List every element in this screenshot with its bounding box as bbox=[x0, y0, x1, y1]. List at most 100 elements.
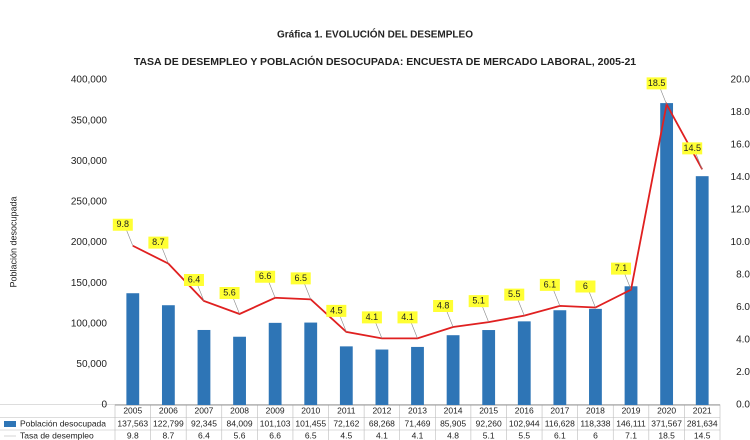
x-tick-label: 2019 bbox=[622, 405, 641, 415]
legend-label: Tasa de desempleo bbox=[20, 430, 94, 440]
data-label: 6.5 bbox=[294, 273, 307, 283]
bar bbox=[589, 308, 602, 405]
table-cell: 118,338 bbox=[580, 418, 610, 428]
x-tick-label: 2020 bbox=[657, 405, 676, 415]
table-cell: 4.1 bbox=[376, 430, 388, 440]
data-label: 7.1 bbox=[615, 263, 628, 273]
table-cell: 146,111 bbox=[616, 418, 646, 428]
y2-tick-label: 20.0 bbox=[731, 75, 750, 86]
y-tick-label: 50,000 bbox=[76, 359, 107, 370]
table-cell: 72,162 bbox=[333, 418, 359, 428]
table-cell: 122,799 bbox=[153, 418, 184, 428]
x-tick-label: 2016 bbox=[515, 405, 534, 415]
x-tick-label: 2014 bbox=[444, 405, 463, 415]
data-label: 4.1 bbox=[366, 312, 379, 322]
data-label: 9.8 bbox=[117, 219, 130, 229]
x-tick-label: 2012 bbox=[372, 405, 391, 415]
y-tick-label: 400,000 bbox=[71, 75, 108, 86]
table-cell: 101,103 bbox=[260, 418, 291, 428]
table-cell: 5.5 bbox=[518, 430, 530, 440]
y-tick-label: 250,000 bbox=[71, 197, 108, 208]
label-box bbox=[112, 218, 133, 231]
table-cell: 71,469 bbox=[405, 418, 431, 428]
label-box bbox=[326, 304, 347, 317]
table-cell: 9.8 bbox=[127, 430, 139, 440]
data-label: 6.6 bbox=[259, 271, 272, 281]
bar bbox=[268, 322, 282, 405]
chart-title: TASA DE DESEMPLEO Y POBLACIÓN DESOCUPADA… bbox=[134, 55, 636, 68]
x-tick-label: 2009 bbox=[266, 405, 285, 415]
y-tick-label: 0 bbox=[101, 400, 107, 411]
label-box bbox=[468, 295, 489, 308]
data-label: 4.5 bbox=[330, 305, 343, 315]
bar bbox=[233, 336, 246, 405]
label-box bbox=[219, 287, 240, 299]
bar bbox=[339, 346, 353, 405]
bar bbox=[446, 335, 460, 405]
data-label: 4.8 bbox=[437, 300, 450, 310]
table-cell: 4.5 bbox=[340, 430, 352, 440]
y2-tick-label: 14.0 bbox=[731, 172, 750, 183]
data-label: 18.5 bbox=[648, 78, 666, 88]
bar bbox=[517, 321, 531, 405]
table-cell: 8.7 bbox=[162, 430, 174, 440]
table-cell: 5.6 bbox=[234, 430, 246, 440]
data-label: 6.1 bbox=[544, 279, 557, 289]
label-box bbox=[290, 272, 311, 285]
label-box bbox=[397, 311, 418, 324]
table-cell: 6.5 bbox=[305, 430, 317, 440]
bar bbox=[126, 293, 140, 405]
table-cell: 281,634 bbox=[687, 418, 718, 428]
y2-tick-label: 8.0 bbox=[736, 270, 750, 281]
table-cell: 102,944 bbox=[509, 418, 540, 428]
data-table: 2005 2006 2007 2008 2009 2010 2011 2012 2013 2014… bbox=[0, 404, 721, 440]
table-cell: 4.1 bbox=[412, 430, 424, 440]
bar bbox=[695, 176, 709, 405]
table-cell: 5.1 bbox=[483, 430, 495, 440]
y2-tick-label: 12.0 bbox=[731, 205, 750, 216]
data-label: 6.4 bbox=[188, 274, 201, 284]
table-cell: 14.5 bbox=[694, 430, 711, 440]
bar bbox=[197, 329, 211, 405]
line bbox=[132, 101, 703, 340]
x-tick-label: 2005 bbox=[123, 405, 142, 415]
x-tick-label: 2011 bbox=[337, 405, 356, 415]
data-label: 5.5 bbox=[508, 289, 521, 299]
y2-tick-label: 18.0 bbox=[731, 107, 750, 118]
table-cell: 85,905 bbox=[440, 418, 466, 428]
y-axis-label: Población desocupada bbox=[8, 196, 18, 287]
table-cell: 6.4 bbox=[198, 430, 210, 440]
table-cell: 371,567 bbox=[651, 418, 682, 428]
y2-tick-label: 0.0 bbox=[736, 400, 750, 411]
label-box bbox=[255, 270, 276, 283]
data-label: 5.1 bbox=[472, 296, 485, 306]
y2-tick-label: 6.0 bbox=[736, 302, 750, 313]
label-box bbox=[682, 142, 703, 155]
x-tick-label: 2010 bbox=[301, 405, 320, 415]
x-tick-label: 2017 bbox=[550, 405, 569, 415]
table-cell: 84,009 bbox=[227, 418, 253, 428]
table-cell: 137,563 bbox=[117, 418, 148, 428]
x-tick-label: 2007 bbox=[195, 405, 214, 415]
y-tick-label: 300,000 bbox=[71, 156, 108, 167]
label-box bbox=[646, 77, 667, 90]
table-cell: 6 bbox=[593, 430, 598, 440]
x-tick-label: 2018 bbox=[586, 405, 605, 415]
bar bbox=[624, 286, 638, 405]
x-tick-label: 2013 bbox=[408, 405, 427, 415]
y2-tick-label: 10.0 bbox=[731, 237, 750, 248]
page-title: Gráfica 1. EVOLUCIÓN DEL DESEMPLEO bbox=[277, 28, 473, 41]
x-tick-label: 2006 bbox=[159, 405, 178, 415]
label-box bbox=[539, 278, 560, 291]
data-label: 14.5 bbox=[683, 143, 701, 153]
bar bbox=[411, 346, 424, 405]
x-tick-label: 2015 bbox=[479, 405, 498, 415]
legend-label: Población desocupada bbox=[20, 418, 106, 428]
bar bbox=[304, 322, 318, 405]
data-label: 5.6 bbox=[223, 287, 236, 297]
label-box bbox=[575, 280, 596, 293]
y-tick-label: 100,000 bbox=[71, 318, 108, 329]
data-label: 6 bbox=[583, 281, 588, 291]
y2-tick-label: 4.0 bbox=[736, 335, 750, 346]
table-cell: 7.1 bbox=[625, 430, 637, 440]
